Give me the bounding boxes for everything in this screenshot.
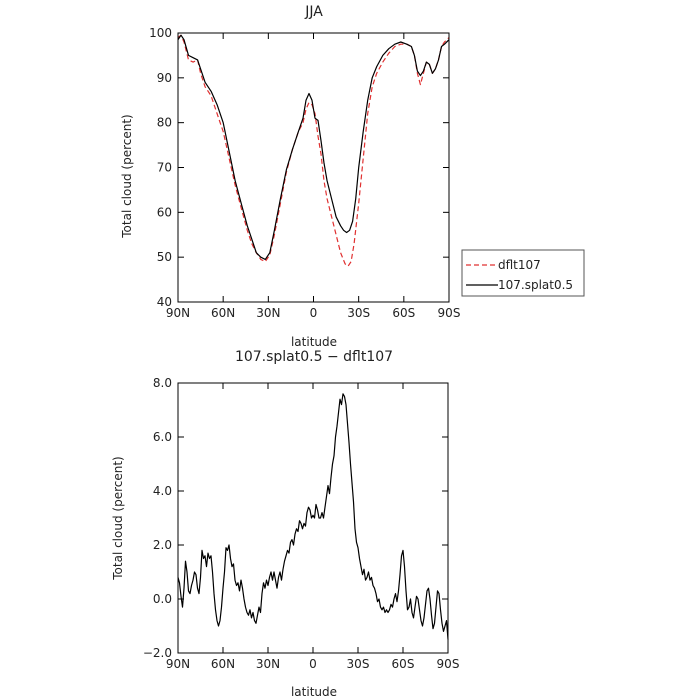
- bottom-x-tick-label: 30N: [256, 657, 280, 671]
- top-series-group: [177, 34, 450, 267]
- top-x-tick-label: 60N: [211, 306, 235, 320]
- top-x-tick-label: 30S: [347, 306, 370, 320]
- top-y-tick-label: 70: [157, 161, 172, 175]
- top-y-axis-label: Total cloud (percent): [120, 114, 134, 238]
- bottom-y-tick-label: 4.0: [153, 484, 172, 498]
- bottom-y-tick-label: 0.0: [153, 592, 172, 606]
- bottom-y-tick-label: 2.0: [153, 538, 172, 552]
- bottom-y-tick-label: 8.0: [153, 376, 172, 390]
- bottom-panel: 107.splat0.5 − dflt107 latitude Total cl…: [111, 349, 459, 699]
- top-y-tick-label: 40: [157, 295, 172, 309]
- top-x-tick-label: 60S: [392, 306, 415, 320]
- top-ticks: 40 50 60 70 80 90 100 90N 60N 30N 0 30S 60S 90S: [149, 26, 460, 320]
- legend-label-splat: 107.splat0.5: [498, 278, 573, 292]
- legend: dflt107 107.splat0.5: [461, 249, 585, 297]
- top-plot-frame: [177, 32, 450, 303]
- top-x-axis-label: latitude: [291, 335, 337, 349]
- bottom-series-line-0: [177, 393, 449, 640]
- bottom-y-tick-label: −2.0: [143, 646, 172, 660]
- top-series-line-1: [177, 34, 450, 260]
- top-x-tick-label: 30N: [256, 306, 280, 320]
- legend-box: [461, 249, 585, 297]
- bottom-x-tick-label: 90S: [437, 657, 460, 671]
- top-x-tick-label: 90S: [438, 306, 461, 320]
- bottom-ticks: −2.0 0.0 2.0 4.0 6.0 8.0 90N 60N 30N 0 30S 60S 90S: [143, 376, 460, 671]
- top-y-tick-label: 90: [157, 71, 172, 85]
- bottom-x-tick-label: 30S: [347, 657, 370, 671]
- bottom-x-tick-label: 90N: [166, 657, 190, 671]
- top-panel-title: JJA: [304, 4, 323, 20]
- top-y-tick-label: 80: [157, 116, 172, 130]
- bottom-y-tick-label: 6.0: [153, 430, 172, 444]
- bottom-x-tick-label: 0: [309, 657, 317, 671]
- legend-label-dflt107: dflt107: [498, 258, 541, 272]
- bottom-plot-frame: [177, 382, 449, 654]
- bottom-series-group: [177, 393, 449, 640]
- bottom-panel-title: 107.splat0.5 − dflt107: [235, 349, 393, 365]
- top-y-tick-label: 50: [157, 250, 172, 264]
- top-y-tick-label: 60: [157, 205, 172, 219]
- top-panel: JJA latitude Total cloud (percent) 40 50 6…: [120, 4, 460, 349]
- top-x-tick-label: 90N: [166, 306, 190, 320]
- bottom-x-axis-label: latitude: [291, 685, 337, 699]
- top-x-tick-label: 0: [310, 306, 318, 320]
- top-y-tick-label: 100: [149, 26, 172, 40]
- bottom-x-tick-label: 60N: [211, 657, 235, 671]
- bottom-x-tick-label: 60S: [392, 657, 415, 671]
- bottom-y-axis-label: Total cloud (percent): [111, 456, 125, 580]
